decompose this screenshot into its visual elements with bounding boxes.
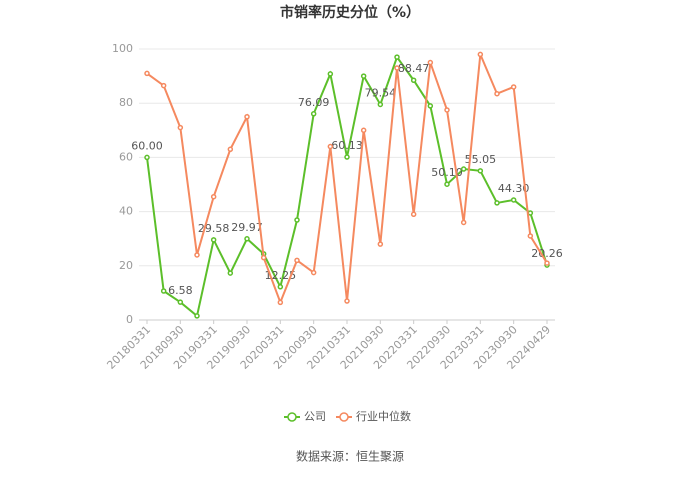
point bbox=[344, 298, 350, 304]
data-label: 76.09 bbox=[298, 96, 330, 109]
y-tick-label: 20 bbox=[119, 259, 133, 272]
point bbox=[327, 143, 334, 150]
point bbox=[477, 51, 484, 58]
point bbox=[194, 252, 200, 258]
point bbox=[510, 84, 517, 90]
data-label: 55.05 bbox=[465, 153, 497, 166]
chart-title: 市销率历史分位（%） bbox=[280, 4, 420, 21]
point bbox=[360, 73, 367, 79]
point bbox=[244, 236, 250, 242]
point bbox=[194, 313, 200, 319]
source: 数据来源：恒生聚源 bbox=[296, 449, 404, 464]
point bbox=[344, 154, 350, 160]
data-label: 60.13 bbox=[331, 139, 363, 152]
point bbox=[177, 124, 184, 131]
point bbox=[494, 90, 500, 97]
point bbox=[277, 284, 284, 290]
legend-marker bbox=[287, 412, 297, 422]
point bbox=[310, 111, 317, 117]
point bbox=[277, 299, 284, 306]
point bbox=[394, 54, 400, 60]
y-tick-label: 60 bbox=[119, 150, 133, 163]
point bbox=[444, 107, 450, 113]
legend-label: 行业中位数 bbox=[356, 409, 411, 423]
point bbox=[477, 168, 484, 174]
data-label: 60.00 bbox=[131, 139, 163, 152]
point bbox=[394, 65, 400, 71]
point bbox=[427, 59, 434, 66]
point bbox=[410, 77, 417, 83]
point bbox=[377, 241, 384, 247]
point bbox=[210, 237, 217, 243]
data-label: 29.97 bbox=[231, 221, 263, 234]
point bbox=[460, 166, 467, 172]
y-tick-label: 0 bbox=[126, 313, 133, 326]
y-tick-label: 100 bbox=[112, 42, 133, 55]
data-label: 79.54 bbox=[365, 86, 397, 99]
point bbox=[144, 70, 150, 77]
series-line bbox=[146, 54, 548, 306]
y-tick-label: 80 bbox=[119, 96, 133, 109]
point bbox=[427, 103, 434, 109]
point bbox=[444, 181, 450, 187]
point bbox=[294, 257, 300, 264]
point bbox=[144, 154, 150, 161]
legend-label: 公司 bbox=[304, 410, 326, 423]
point bbox=[527, 210, 534, 216]
point bbox=[360, 127, 367, 134]
series-line bbox=[146, 54, 548, 318]
point bbox=[327, 71, 334, 77]
point bbox=[310, 269, 317, 276]
point bbox=[160, 82, 167, 89]
point bbox=[544, 260, 550, 266]
point bbox=[294, 217, 300, 223]
point bbox=[244, 114, 250, 120]
data-label: 20.26 bbox=[531, 247, 563, 260]
point bbox=[227, 146, 234, 153]
point bbox=[210, 193, 217, 200]
point bbox=[160, 288, 167, 294]
point bbox=[527, 233, 534, 239]
data-label: 50.10 bbox=[431, 166, 463, 179]
point bbox=[460, 219, 467, 226]
point bbox=[177, 299, 184, 305]
data-label: 88.47 bbox=[398, 62, 430, 75]
legend-marker bbox=[339, 412, 349, 422]
point bbox=[227, 270, 234, 276]
data-label: 6.58 bbox=[168, 284, 193, 297]
point bbox=[377, 101, 384, 108]
point bbox=[410, 211, 417, 218]
point bbox=[510, 197, 517, 203]
point bbox=[260, 254, 267, 261]
point bbox=[494, 200, 500, 206]
data-label: 44.30 bbox=[498, 182, 530, 195]
y-tick-label: 40 bbox=[119, 205, 133, 218]
